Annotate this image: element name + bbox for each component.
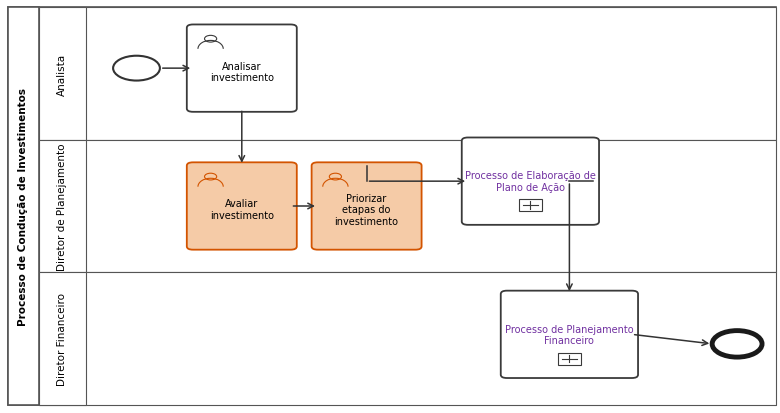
FancyBboxPatch shape [501, 291, 638, 378]
Ellipse shape [204, 36, 217, 43]
FancyBboxPatch shape [187, 163, 296, 250]
Bar [519, 200, 542, 212]
FancyBboxPatch shape [187, 26, 296, 113]
Text: Diretor de Planejamento: Diretor de Planejamento [58, 143, 67, 270]
Bar [558, 353, 581, 365]
Text: Avaliar
investimento: Avaliar investimento [210, 199, 274, 221]
Bar [39, 141, 776, 273]
Ellipse shape [329, 174, 342, 180]
Text: Priorizar
etapas do
investimento: Priorizar etapas do investimento [335, 193, 399, 226]
Ellipse shape [204, 174, 217, 180]
Text: Processo de Planejamento
Financeiro: Processo de Planejamento Financeiro [505, 324, 633, 345]
Circle shape [712, 331, 762, 357]
Text: Analisar
investimento: Analisar investimento [210, 62, 274, 83]
Circle shape [113, 57, 160, 81]
Bar [39, 273, 86, 405]
Text: Analista: Analista [58, 53, 67, 95]
Bar [39, 8, 776, 141]
Bar [39, 141, 86, 273]
Bar [39, 273, 776, 405]
Text: Processo de Elaboração de
Plano de Ação: Processo de Elaboração de Plano de Ação [465, 171, 596, 192]
FancyBboxPatch shape [462, 138, 599, 225]
Bar [8, 8, 39, 405]
Text: Processo de Condução de Investimentos: Processo de Condução de Investimentos [19, 88, 28, 325]
Text: Diretor Financeiro: Diretor Financeiro [58, 292, 67, 385]
Bar [39, 8, 86, 141]
FancyBboxPatch shape [311, 163, 421, 250]
